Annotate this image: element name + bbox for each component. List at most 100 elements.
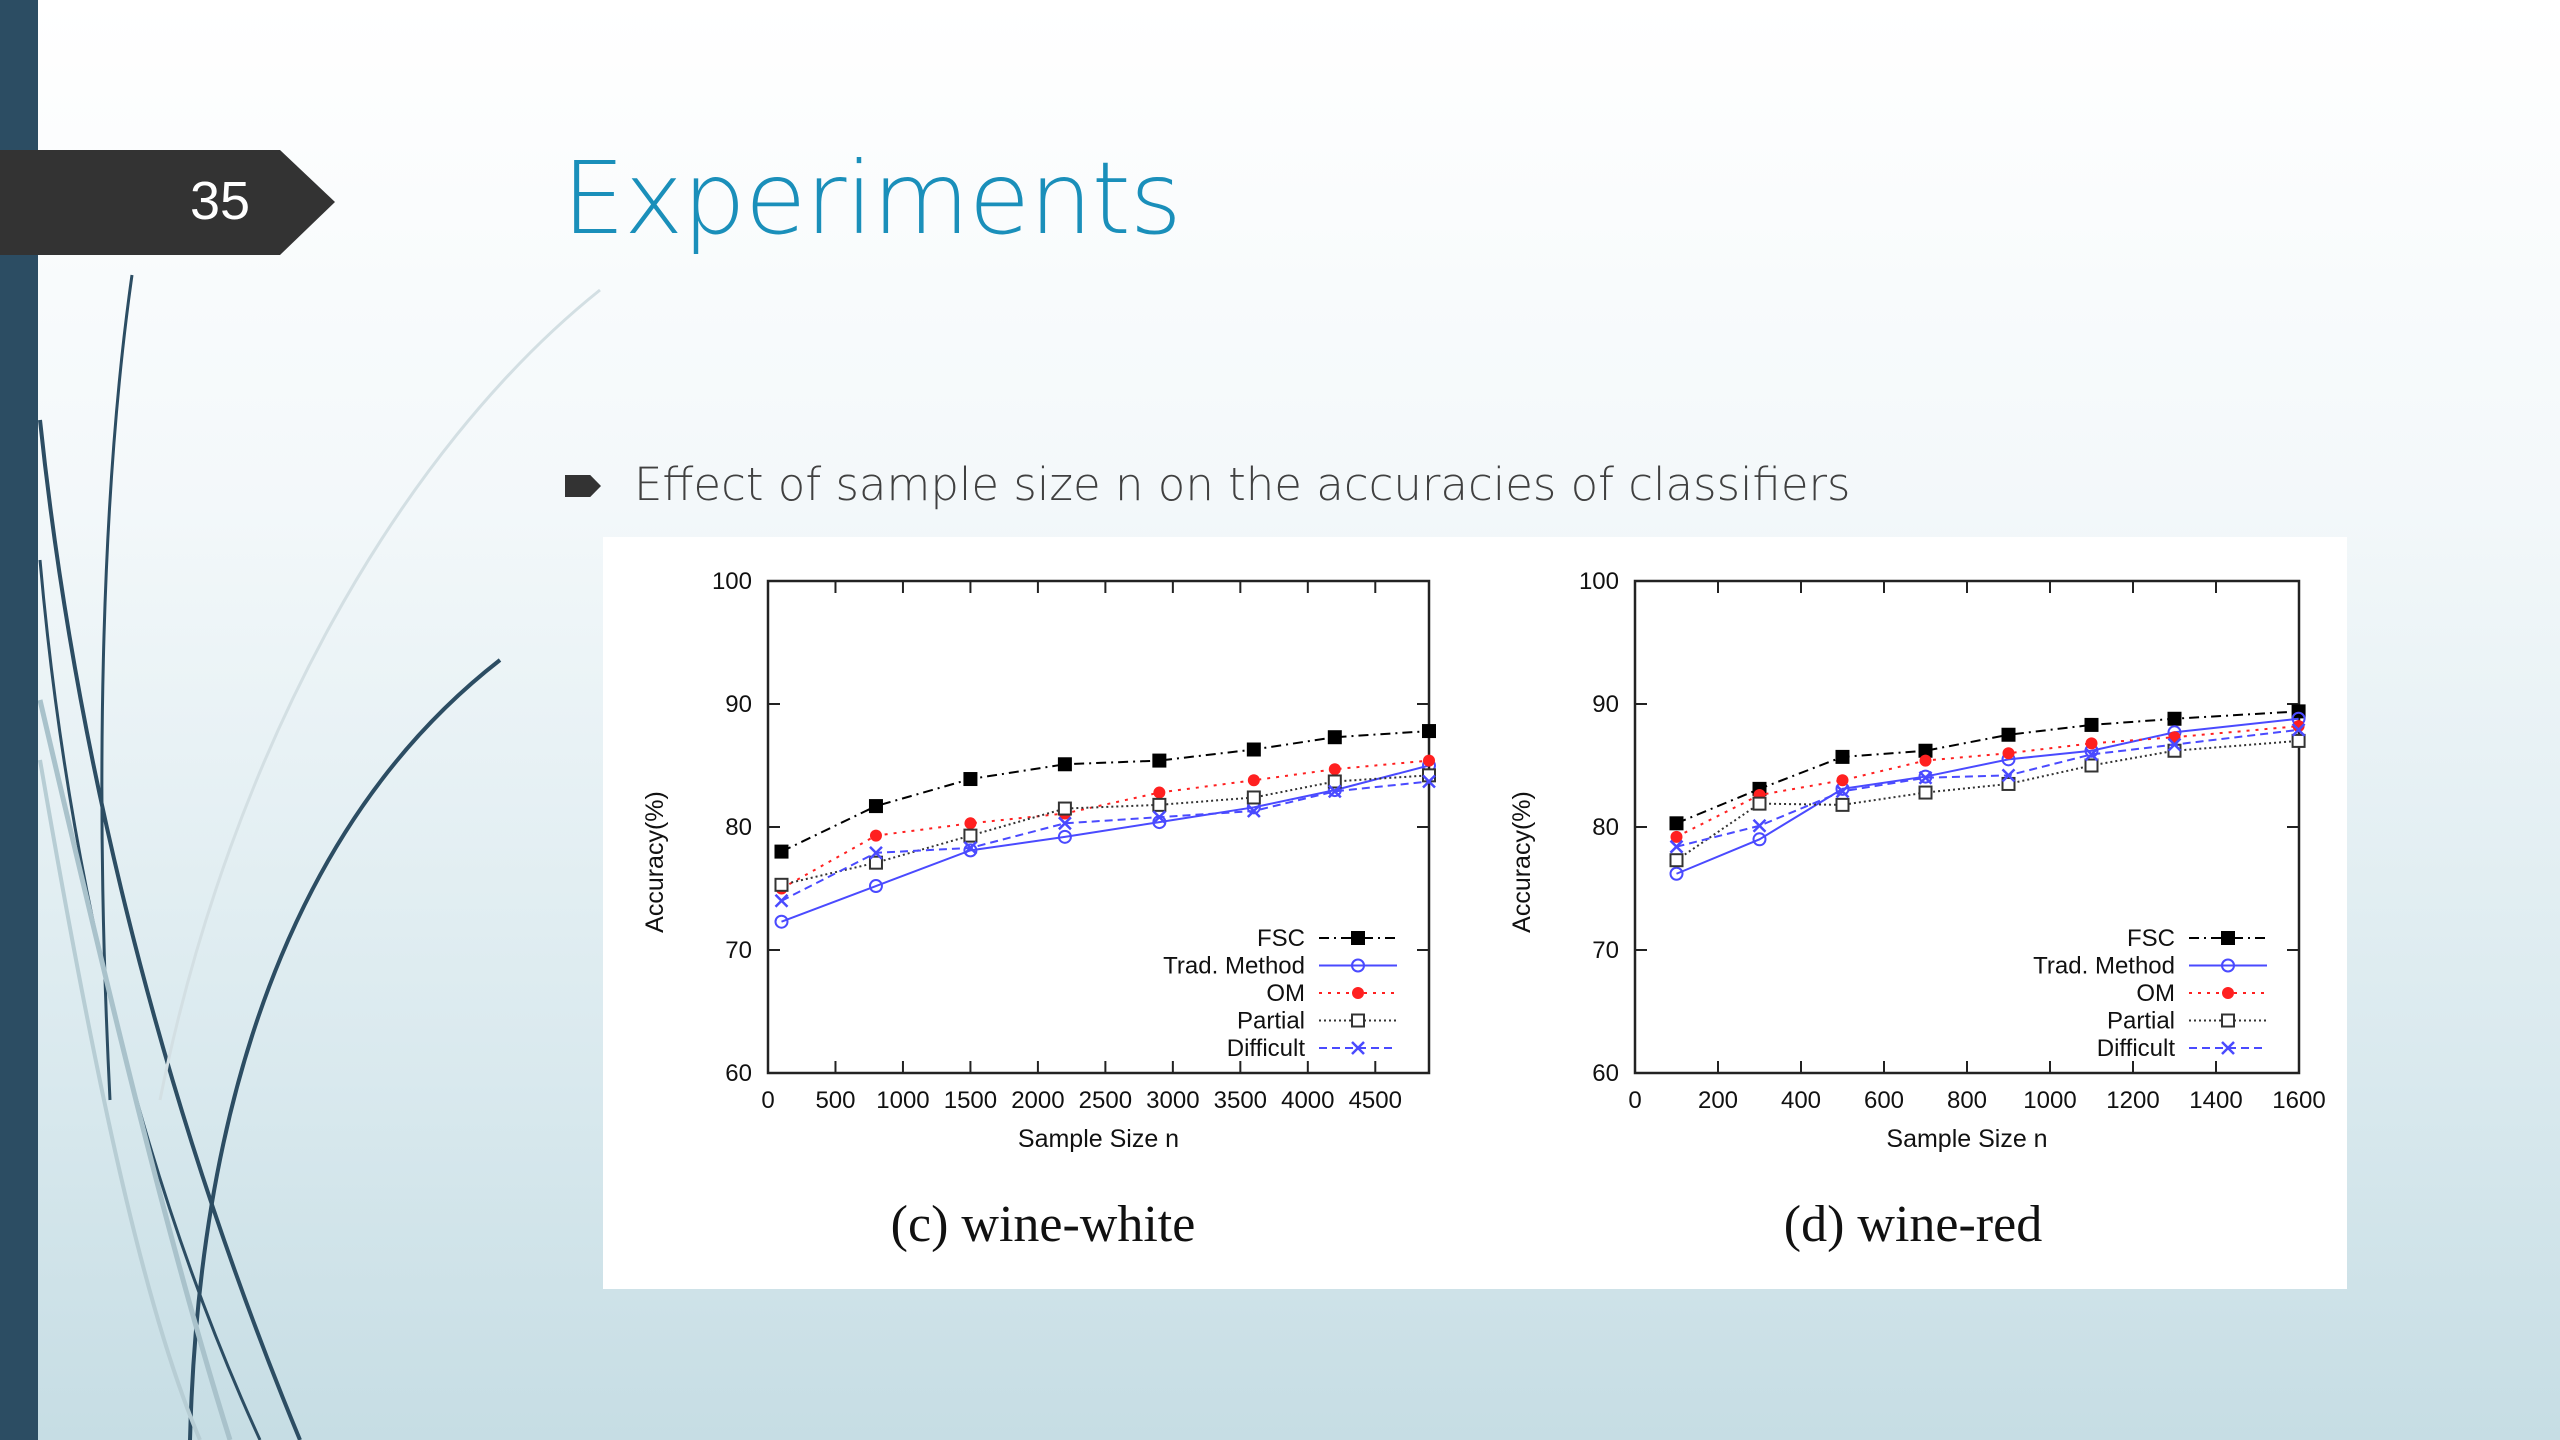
marker-filled-circle [1423,754,1435,767]
x-tick-label: 1000 [2023,1087,2076,1114]
marker-filled-square [2001,727,2016,742]
marker-open-square [2291,733,2306,748]
plot-frame [1633,579,2301,1075]
marker-cross [1351,1041,1365,1055]
x-tick-label: 800 [1947,1087,1987,1114]
x-tick-label: 2000 [1011,1087,1064,1114]
legend-label: Difficult [1227,1035,1306,1062]
series-difficult [1669,722,2306,854]
marker-cross [2167,737,2182,752]
y-tick-label: 60 [725,1060,752,1087]
slide-number: 35 [190,171,251,231]
marker-cross [774,893,789,908]
caption-wine-red: (d) wine-red [1783,1196,2043,1253]
series-line [1676,725,2299,838]
marker-filled-square [774,844,789,859]
marker-filled-circle [1352,987,1364,999]
x-tick-label: 400 [1781,1087,1821,1114]
series-fsc [774,724,1436,859]
y-tick-label: 80 [725,814,752,841]
legend-label: Partial [2107,1008,2175,1035]
y-tick-label: 100 [1579,568,1619,595]
marker-filled-circle [1153,786,1166,799]
series-partial [1669,733,2306,868]
marker-open-circle [1918,769,1933,784]
marker-filled-square [1057,757,1072,772]
legend-label: Trad. Method [1163,953,1305,980]
caption-wine-white: (c) wine-white [890,1196,1196,1253]
marker-open-circle [2221,958,2235,973]
marker-filled-circle [2085,737,2098,750]
marker-filled-square [2167,711,2182,726]
series-line [1676,717,2299,875]
marker-filled-circle [1328,763,1341,776]
marker-open-square [1422,768,1436,783]
marker-cross [2291,722,2306,737]
marker-filled-square [1835,749,1850,764]
x-tick-label: 4500 [1349,1087,1402,1114]
y-tick-label: 100 [712,568,752,595]
series-line [781,759,1430,890]
marker-open-square [1835,797,1850,812]
x-tick-label: 1600 [2272,1087,2325,1114]
x-tick-label: 0 [1628,1087,1641,1114]
marker-cross [2084,747,2099,762]
marker-open-square [1327,774,1342,789]
marker-cross [1152,810,1167,825]
marker-filled-square [1422,724,1436,739]
marker-filled-square [1246,742,1261,757]
marker-filled-circle [1836,774,1849,787]
marker-cross [869,845,883,860]
marker-cross [1422,774,1436,789]
marker-open-circle [1669,866,1684,881]
bullet-arrow-icon [565,475,601,497]
marker-filled-square [1152,753,1167,768]
slide-number-tab: 35 [0,150,335,255]
marker-cross [1246,804,1261,818]
marker-open-square [2221,1013,2235,1028]
charts-svg: 0 500 1000 1500 2000 2500 3000 3500 4000 45006070… [641,568,2326,1153]
marker-open-square [2001,776,2016,791]
marker-cross [2001,768,2016,783]
bullet-text: Effect of sample size n on the accuracie… [634,458,1851,511]
x-tick-label: 1500 [944,1087,997,1114]
legend-label: Trad. Method [2033,953,2175,980]
figure-panel: 0 500 1000 1500 2000 2500 3000 3500 4000 4500 60 70… [603,537,2347,1289]
x-tick-label: 0 [761,1087,774,1114]
legend-label: OM [1266,980,1305,1007]
x-tick-label: 1200 [2106,1087,2159,1114]
x-tick-label: 600 [1864,1087,1904,1114]
marker-open-square [1152,797,1167,812]
legend-label: Partial [1237,1008,1305,1035]
marker-open-square [1246,790,1261,805]
chart-1: 0 200 400 600 800 1000 1200 1400 1600 60 70 80 90 100… [1508,568,2326,1153]
series-line [781,774,1430,886]
y-tick-label: 70 [1592,937,1619,964]
marker-cross [1918,770,1933,785]
series-trad-method [774,758,1436,929]
x-tick-label: 3000 [1146,1087,1199,1114]
x-tick-label: 1400 [2189,1087,2242,1114]
marker-filled-square [2084,717,2099,732]
legend-label: FSC [1257,925,1305,952]
marker-open-circle [774,914,789,929]
series-om [1670,720,2305,843]
chart-0: 0 500 1000 1500 2000 2500 3000 3500 4000 4500 60 70… [641,568,1436,1153]
x-tick-label: 3500 [1214,1087,1267,1114]
marker-open-square [963,828,978,843]
x-tick-label: 1000 [876,1087,929,1114]
marker-open-circle [1752,832,1767,847]
x-axis-label: Sample Size n [1018,1125,1179,1153]
y-tick-label: 90 [1592,691,1619,718]
x-tick-label: 4000 [1281,1087,1334,1114]
marker-open-square [1057,801,1072,816]
series-trad-method [1669,711,2306,881]
marker-filled-square [868,799,883,814]
x-axis-label: Sample Size n [1886,1125,2047,1153]
marker-filled-square [963,772,978,787]
marker-filled-square [1918,743,1933,758]
series-line [781,780,1430,902]
marker-filled-square [1351,931,1365,945]
marker-open-square [1918,785,1933,800]
